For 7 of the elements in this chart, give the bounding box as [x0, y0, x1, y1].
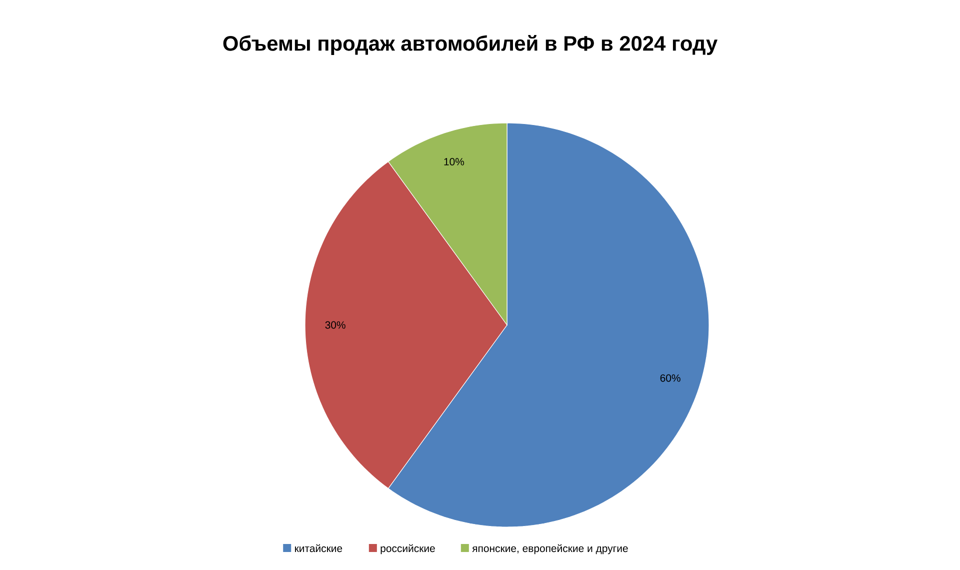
data-label: 30% — [325, 321, 346, 329]
data-label: 10% — [444, 158, 464, 166]
legend-label: японские, европейские и другие — [472, 544, 628, 554]
legend-label: китайские — [295, 544, 342, 552]
data-label: 60% — [660, 374, 680, 382]
legend-label: российские — [380, 544, 435, 554]
chart-title: Объемы продаж автомобилей в РФ в 2024 году — [223, 35, 718, 55]
